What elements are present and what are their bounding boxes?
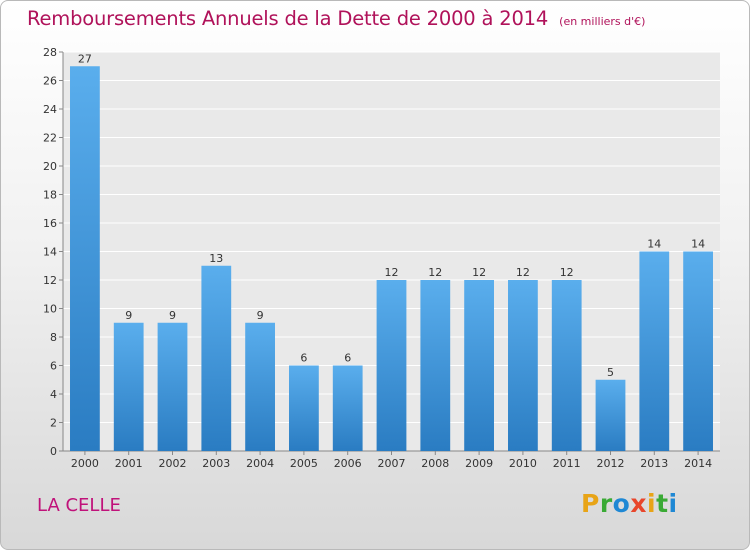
x-tick-label-2005: 2005 [290,457,318,470]
y-tick-label: 4 [50,388,57,401]
logo-letter: P [581,489,600,518]
logo-letter: i [668,489,678,518]
bar-2012 [595,379,626,451]
y-tick-label: 28 [43,46,57,59]
value-label-2012: 5 [607,366,614,379]
value-label-2007: 12 [385,266,399,279]
x-tick-label-2008: 2008 [421,457,449,470]
value-label-2008: 12 [428,266,442,279]
x-tick-label-2012: 2012 [597,457,625,470]
x-tick-label-2004: 2004 [246,457,274,470]
y-tick-label: 6 [50,360,57,373]
bar-2014 [683,251,713,451]
x-tick-label-2013: 2013 [640,457,668,470]
bar-2013 [639,251,670,451]
bar-2011 [551,280,582,451]
y-tick-label: 8 [50,331,57,344]
x-tick-label-2000: 2000 [71,457,99,470]
chart-title: Remboursements Annuels de la Dette de 20… [27,7,549,30]
logo-letter: x [630,489,647,518]
bar-2010 [508,280,538,451]
value-label-2003: 13 [209,252,223,265]
x-tick-label-2011: 2011 [553,457,581,470]
value-label-2000: 27 [78,52,92,65]
logo-letter: r [599,489,613,518]
title-row: Remboursements Annuels de la Dette de 20… [27,7,645,30]
logo-letter: o [612,489,631,518]
x-tick-label-2006: 2006 [334,457,362,470]
y-tick-label: 10 [43,303,57,316]
bar-2004 [245,322,275,451]
value-label-2006: 6 [344,352,351,365]
bar-2007 [376,280,407,451]
x-tick-label-2007: 2007 [378,457,406,470]
y-tick-label: 22 [43,132,57,145]
logo-letter: t [656,489,669,518]
value-label-2001: 9 [125,309,132,322]
x-tick-label-2014: 2014 [684,457,712,470]
value-label-2009: 12 [472,266,486,279]
bar-2002 [157,322,188,451]
x-tick-label-2003: 2003 [202,457,230,470]
bar-2005 [289,365,319,451]
logo-letter: i [647,489,657,518]
bar-2000 [70,66,100,451]
bar-2001 [113,322,144,451]
y-tick-label: 14 [43,246,57,259]
x-tick-label-2010: 2010 [509,457,537,470]
y-tick-label: 20 [43,160,57,173]
value-label-2002: 9 [169,309,176,322]
x-tick-label-2002: 2002 [159,457,187,470]
value-label-2014: 14 [691,238,705,251]
y-tick-label: 2 [50,417,57,430]
bar-2003 [201,265,232,451]
commune-name: LA CELLE [37,495,121,516]
bar-2009 [464,280,494,451]
y-tick-label: 12 [43,274,57,287]
y-tick-label: 24 [43,103,57,116]
chart-subtitle: (en milliers d'€) [559,15,646,28]
x-tick-label-2001: 2001 [115,457,143,470]
x-tick-label-2009: 2009 [465,457,493,470]
value-label-2013: 14 [647,238,661,251]
y-tick-label: 0 [50,445,57,458]
bar-2006 [332,365,363,451]
bar-2008 [420,280,451,451]
value-label-2011: 12 [560,266,574,279]
value-label-2004: 9 [257,309,264,322]
proxiti-logo: Proxiti [581,489,678,518]
y-tick-label: 18 [43,189,57,202]
value-label-2005: 6 [300,352,307,365]
y-tick-label: 16 [43,217,57,230]
y-tick-label: 26 [43,75,57,88]
value-label-2010: 12 [516,266,530,279]
